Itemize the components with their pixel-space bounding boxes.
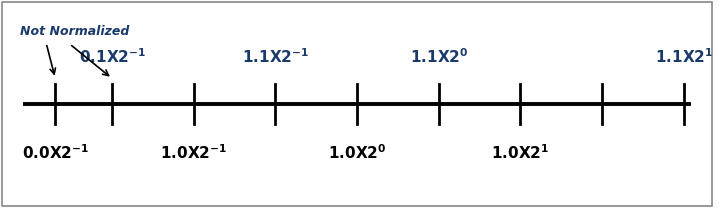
Text: $\mathbf{0.0X2^{-1}}$: $\mathbf{0.0X2^{-1}}$ <box>22 144 89 162</box>
Text: $\mathbf{1.0X2^{1}}$: $\mathbf{1.0X2^{1}}$ <box>492 144 549 162</box>
Text: $\mathbf{1.1X2^{1}}$: $\mathbf{1.1X2^{1}}$ <box>655 48 713 67</box>
Text: $\mathbf{0.1X2^{-1}}$: $\mathbf{0.1X2^{-1}}$ <box>79 48 146 67</box>
Text: $\mathbf{1.0X2^{0}}$: $\mathbf{1.0X2^{0}}$ <box>328 144 386 162</box>
Text: Not Normalized: Not Normalized <box>20 25 129 38</box>
Text: $\mathbf{1.1X2^{-1}}$: $\mathbf{1.1X2^{-1}}$ <box>242 48 309 67</box>
Text: $\mathbf{1.1X2^{0}}$: $\mathbf{1.1X2^{0}}$ <box>410 48 468 67</box>
Text: $\mathbf{1.0X2^{-1}}$: $\mathbf{1.0X2^{-1}}$ <box>160 144 227 162</box>
